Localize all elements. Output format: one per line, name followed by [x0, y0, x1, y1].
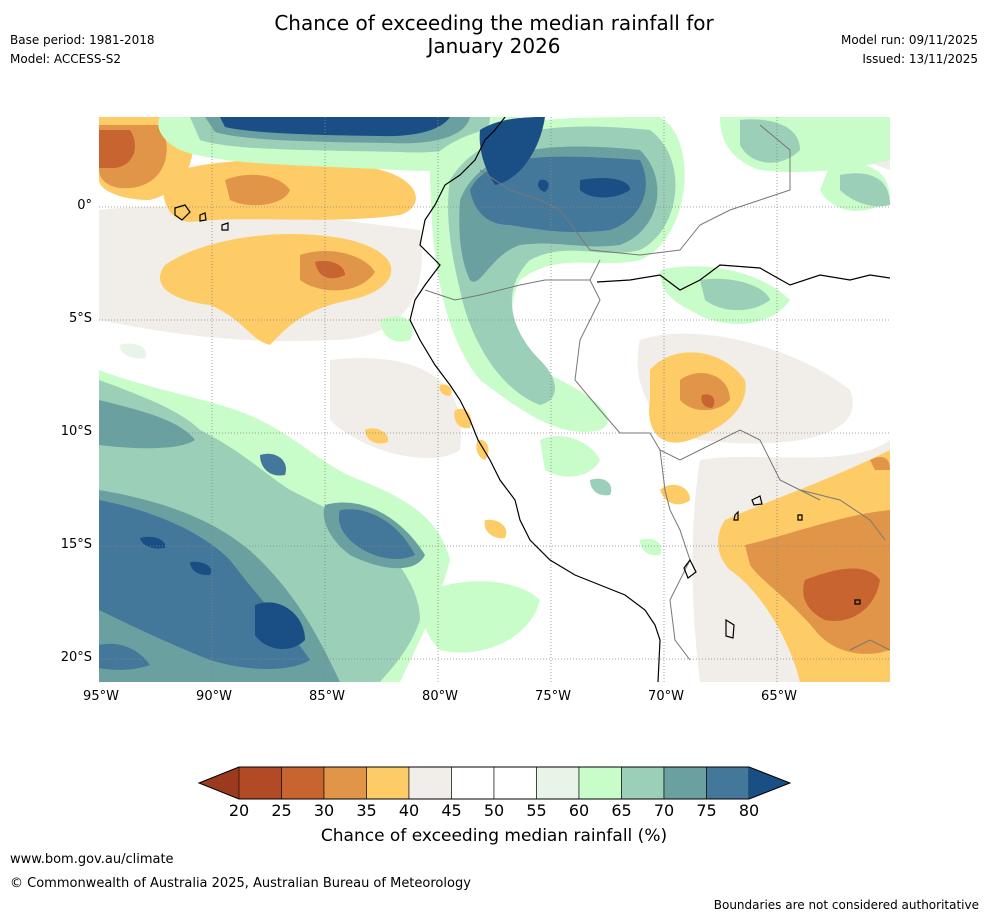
gridlines	[99, 117, 890, 682]
colorbar-cell	[536, 766, 580, 800]
colorbar-tick-label: 80	[738, 801, 760, 820]
model-name: Model: ACCESS-S2	[10, 52, 122, 66]
colorbar-tick-label: 30	[313, 801, 335, 820]
latitude-label: 10°S	[60, 424, 92, 440]
colorbar-cell	[366, 766, 410, 800]
colorbar-tick-label: 20	[228, 801, 250, 820]
latitude-label: 0°	[77, 198, 92, 214]
colorbar-tick-label: 70	[653, 801, 675, 820]
colorbar-under-triangle	[199, 767, 239, 799]
meta-right: Model run: 09/11/2025 Issued: 13/11/2025	[841, 31, 978, 69]
colorbar-cell	[408, 766, 452, 800]
footer-disclaimer: Boundaries are not considered authoritat…	[713, 898, 979, 912]
latitude-label: 20°S	[60, 650, 92, 666]
colorbar-cells	[238, 766, 750, 800]
map-field	[99, 117, 890, 682]
colorbar-cell	[323, 766, 367, 800]
colorbar-tick-label: 45	[441, 801, 462, 820]
colorbar-cell	[578, 766, 622, 800]
issued-date: Issued: 13/11/2025	[862, 52, 978, 66]
meta-left: Base period: 1981-2018 Model: ACCESS-S2	[10, 31, 155, 69]
colorbar	[197, 766, 792, 800]
latitude-label: 15°S	[60, 537, 92, 553]
colorbar-cell	[451, 766, 495, 800]
longitude-label: 75°W	[535, 689, 571, 704]
colorbar-tick-label: 50	[483, 801, 505, 820]
colorbar-tick-label: 65	[611, 801, 632, 820]
footer-copyright: © Commonwealth of Australia 2025, Austra…	[10, 876, 471, 891]
longitude-label: 95°W	[83, 689, 119, 704]
coastline	[174, 117, 890, 682]
footer-url[interactable]: www.bom.gov.au/climate	[10, 852, 174, 867]
longitude-label: 85°W	[309, 689, 345, 704]
colorbar-tick-label: 55	[526, 801, 547, 820]
title-line-1: Chance of exceeding the median rainfall …	[274, 11, 714, 35]
title-line-2: January 2026	[427, 34, 561, 58]
country-borders	[424, 124, 890, 661]
colorbar-cell	[238, 766, 282, 800]
colorbar-cell	[663, 766, 707, 800]
longitude-label: 90°W	[196, 689, 232, 704]
colorbar-cell	[706, 766, 750, 800]
colorbar-cell	[493, 766, 537, 800]
latitude-label: 5°S	[68, 311, 92, 327]
model-run: Model run: 09/11/2025	[840, 33, 978, 47]
colorbar-tick-label: 75	[696, 801, 717, 820]
colorbar-tick-label: 40	[398, 801, 420, 820]
colorbar-over-triangle	[749, 767, 790, 799]
longitude-label: 70°W	[648, 689, 684, 704]
colorbar-tick-label: 35	[356, 801, 377, 820]
longitude-label: 80°W	[422, 689, 458, 704]
colorbar-tick-label: 25	[271, 801, 292, 820]
colorbar-tick-label: 60	[568, 801, 590, 820]
base-period: Base period: 1981-2018	[10, 33, 155, 47]
colorbar-title: Chance of exceeding median rainfall (%)	[320, 826, 668, 846]
longitude-label: 65°W	[761, 689, 797, 704]
colorbar-cell	[281, 766, 325, 800]
map-title: Chance of exceeding the median rainfall …	[0, 12, 988, 58]
colorbar-cell	[621, 766, 665, 800]
